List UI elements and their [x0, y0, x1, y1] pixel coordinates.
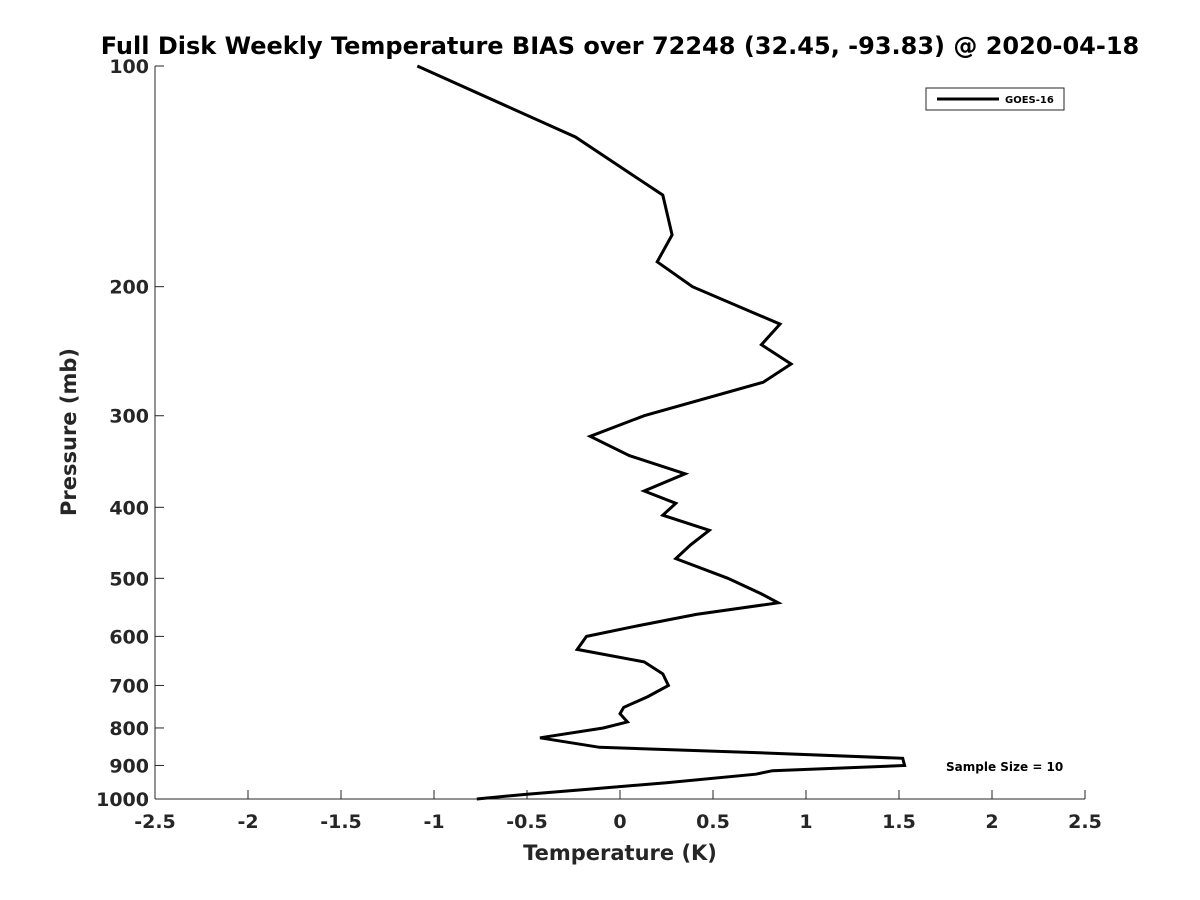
y-tick-label: 1000 — [96, 789, 149, 811]
x-tick-label: 1 — [799, 811, 812, 833]
y-tick-label: 300 — [109, 406, 149, 428]
x-axis-label: Temperature (K) — [523, 841, 717, 865]
legend: GOES-16 — [925, 87, 1065, 111]
x-tick-label: 2 — [985, 811, 998, 833]
y-tick-label: 700 — [109, 675, 149, 697]
x-tick-label: 2.5 — [1068, 811, 1102, 833]
x-tick-label: 0 — [613, 811, 626, 833]
y-axis-label: Pressure (mb) — [57, 348, 81, 516]
x-tick-label: -1 — [423, 811, 444, 833]
x-tick-label: -2.5 — [134, 811, 176, 833]
y-tick-label: 200 — [109, 277, 149, 299]
y-axis-ticks: 100 200 300 400 500 600 700 800 900 1000 — [96, 56, 164, 811]
y-tick-label: 400 — [109, 497, 149, 519]
x-tick-label: 0.5 — [696, 811, 730, 833]
chart-title: Full Disk Weekly Temperature BIAS over 7… — [101, 32, 1140, 60]
series-line-goes-16 — [416, 64, 907, 801]
y-tick-label: 500 — [109, 568, 149, 590]
legend-label: GOES-16 — [1005, 95, 1054, 106]
y-tick-label: 600 — [109, 626, 149, 648]
sample-size-annotation: Sample Size = 10 — [946, 760, 1063, 774]
y-tick-label: 100 — [109, 56, 149, 78]
x-tick-label: -2 — [237, 811, 258, 833]
y-tick-label: 800 — [109, 718, 149, 740]
x-axis-ticks: -2.5 -2 -1.5 -1 -0.5 0 0.5 1 1.5 2 2.5 — [134, 790, 1102, 833]
x-tick-label: -1.5 — [320, 811, 362, 833]
x-tick-label: 1.5 — [882, 811, 916, 833]
series-lines — [416, 64, 907, 801]
y-tick-label: 900 — [109, 755, 149, 777]
x-tick-label: -0.5 — [506, 811, 548, 833]
